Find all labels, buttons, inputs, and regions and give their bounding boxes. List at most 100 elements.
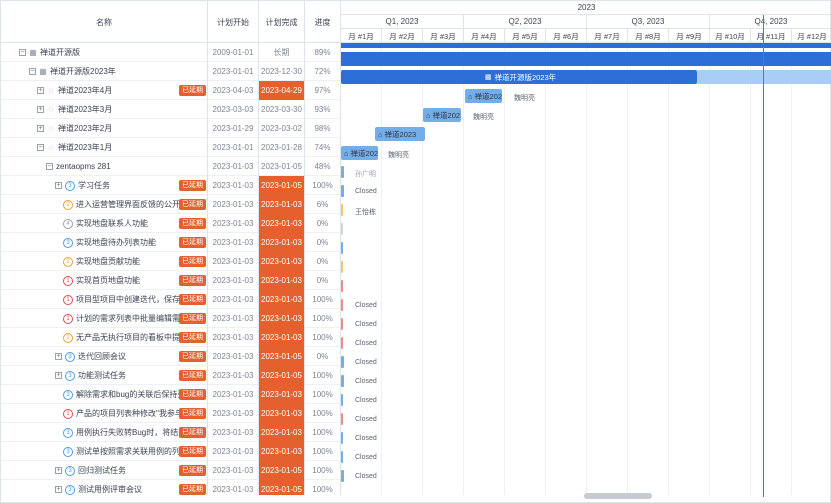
table-row[interactable]: 2 进入运营管理界面反馈的公开任务 已延期 2023-01-03 2023-01-03 6… [1,195,341,214]
collapse-icon[interactable]: − [46,163,53,170]
row-name[interactable]: 禅道2023年1月 [58,143,113,152]
table-row[interactable]: 1 计划的需求列表中批量编辑需求，计 已延期 2023-01-03 2023-01-03… [1,309,341,328]
expand-icon[interactable]: + [37,106,44,113]
row-name[interactable]: 无产品无执行项目的看板中提示 [76,333,188,342]
table-row[interactable]: − ▦ 禅道开源版 2009-01-01 长期 89% [1,43,341,62]
row-name[interactable]: 计划的需求列表中批量编辑需求，计 [76,314,204,323]
gantt-bar-task[interactable] [341,299,343,311]
row-name-cell[interactable]: 3 实现地盘待办列表功能 [1,233,208,252]
expand-icon[interactable]: + [55,182,62,189]
row-name-cell[interactable]: +3 学习任务 [1,176,208,195]
gantt-bar-task[interactable] [341,375,344,387]
row-name[interactable]: 实现首页地盘功能 [76,276,140,285]
gantt-bar-study[interactable] [341,185,344,197]
row-name-cell[interactable]: + ◌ 禅道2023年2月 [1,119,208,138]
gantt-bar-task[interactable] [341,280,343,292]
row-name-cell[interactable]: 3 测试单按照需求关联用例的列表 [1,442,208,461]
row-name-cell[interactable]: 2 实现地盘贡献功能 [1,252,208,271]
expand-icon[interactable]: + [55,467,62,474]
gantt-bar-281[interactable] [341,166,344,178]
table-row[interactable]: +3 学习任务 已延期 2023-01-03 2023-01-05 100% [1,176,341,195]
table-row[interactable]: 4 实现地盘联系人功能 已延期 2023-01-03 2023-01-03 0% [1,214,341,233]
gantt-bar-task[interactable] [341,470,344,482]
gantt-bar-task[interactable] [341,204,343,216]
row-name[interactable]: 用例执行失败转Bug时，将结果保存 [76,428,203,437]
gantt-bar-apr[interactable]: ⌂ 禅道202 [465,89,502,103]
expand-icon[interactable]: + [55,372,62,379]
row-name-cell[interactable]: 4 实现地盘联系人功能 [1,214,208,233]
row-name[interactable]: 解除需求和bug的关联后保持列表 [76,390,194,399]
table-row[interactable]: 1 项目型项目中创建迭代，保存后提示 已延期 2023-01-03 2023-01-03… [1,290,341,309]
row-name[interactable]: 测试单按照需求关联用例的列表 [76,447,188,456]
expand-icon[interactable]: + [55,486,62,493]
table-row[interactable]: + ◌ 禅道2023年2月 2023-01-29 2023-03-02 98% [1,119,341,138]
gantt-bar-product[interactable] [341,43,831,48]
header-name[interactable]: 名称 [1,1,208,43]
row-name[interactable]: 禅道2023年3月 [58,105,113,114]
row-name-cell[interactable]: + ◌ 禅道2023年3月 [1,100,208,119]
row-name-cell[interactable]: − ▦ 禅道开源版 [1,43,208,62]
row-name-cell[interactable]: 1 实现首页地盘功能 [1,271,208,290]
gantt-bar-task[interactable] [341,242,343,254]
row-name-cell[interactable]: 2 进入运营管理界面反馈的公开任务 [1,195,208,214]
collapse-icon[interactable]: − [37,144,44,151]
row-name-cell[interactable]: 1 项目型项目中创建迭代，保存后提示 [1,290,208,309]
table-row[interactable]: − zentaopms 281 2023-01-03 2023-01-05 48% [1,157,341,176]
table-row[interactable]: 1 实现首页地盘功能 已延期 2023-01-03 2023-01-03 0% [1,271,341,290]
row-name[interactable]: 实现地盘联系人功能 [76,219,148,228]
row-name[interactable]: 回归测试任务 [78,466,126,475]
table-row[interactable]: +3 测试用例评审会议 已延期 2023-01-03 2023-01-05 100% [1,480,341,495]
row-name-cell[interactable]: 1 产品的项目列表种修改"我参与" [1,404,208,423]
row-name-cell[interactable]: +3 功能测试任务 [1,366,208,385]
row-name-cell[interactable]: + ◌ 禅道2023年4月 [1,81,208,100]
row-name[interactable]: 实现地盘待办列表功能 [76,238,156,247]
table-row[interactable]: 3 测试单按照需求关联用例的列表 已延期 2023-01-03 2023-01-03 10… [1,442,341,461]
collapse-icon[interactable]: − [19,49,26,56]
row-name-cell[interactable]: 3 解除需求和bug的关联后保持列表 [1,385,208,404]
header-progress[interactable]: 进度 [305,1,341,43]
expand-icon[interactable]: + [37,87,44,94]
table-row[interactable]: − ◌ 禅道2023年1月 2023-01-01 2023-01-28 74% [1,138,341,157]
row-name-cell[interactable]: +3 迭代回顾会议 [1,347,208,366]
row-name[interactable]: 禅道开源版 [40,48,80,57]
table-row[interactable]: 1 产品的项目列表种修改"我参与" 已延期 2023-01-03 2023-01-03 1… [1,404,341,423]
collapse-icon[interactable]: − [29,68,36,75]
gantt-bar-task[interactable] [341,318,343,330]
expand-icon[interactable]: + [37,125,44,132]
table-row[interactable]: 3 用例执行失败转Bug时，将结果保存 已延期 2023-01-03 2023-01-0… [1,423,341,442]
gantt-bar-2023[interactable]: ▦ 禅道开源版2023年 [341,70,697,84]
gantt-bar-task[interactable] [341,337,343,349]
row-name[interactable]: 禅道2023年2月 [58,124,113,133]
gantt-bar-jan[interactable]: ⌂ 禅道202 [341,146,378,160]
gantt-bar-task[interactable] [341,356,344,368]
header-end[interactable]: 计划完成 [259,1,305,43]
table-row[interactable]: − ▦ 禅道开源版2023年 2023-01-01 2023-12-30 72% [1,62,341,81]
row-name[interactable]: 学习任务 [78,181,110,190]
row-name[interactable]: 迭代回顾会议 [78,352,126,361]
row-name[interactable]: 禅道2023年4月 [58,86,113,95]
gantt-bar-product-main[interactable] [341,52,831,66]
row-name-cell[interactable]: − ▦ 禅道开源版2023年 [1,62,208,81]
row-name[interactable]: 测试用例评审会议 [78,485,142,494]
table-row[interactable]: 3 解除需求和bug的关联后保持列表 已延期 2023-01-03 2023-01-03… [1,385,341,404]
table-row[interactable]: +3 回归测试任务 已延期 2023-01-03 2023-01-05 100% [1,461,341,480]
row-name[interactable]: 进入运营管理界面反馈的公开任务 [76,200,196,209]
row-name[interactable]: 实现地盘贡献功能 [76,257,140,266]
gantt-bar-task[interactable] [341,394,343,406]
row-name[interactable]: zentaopms 281 [56,162,111,171]
table-row[interactable]: 2 实现地盘贡献功能 已延期 2023-01-03 2023-01-03 0% [1,252,341,271]
gantt-bar-task[interactable] [341,261,343,273]
row-name[interactable]: 产品的项目列表种修改"我参与" [76,409,186,418]
row-name[interactable]: 项目型项目中创建迭代，保存后提示 [76,295,204,304]
table-row[interactable]: +3 迭代回顾会议 已延期 2023-01-03 2023-01-05 0% [1,347,341,366]
horizontal-scrollbar[interactable] [584,493,652,499]
row-name-cell[interactable]: +3 测试用例评审会议 [1,480,208,495]
expand-icon[interactable]: + [55,353,62,360]
row-name-cell[interactable]: +3 回归测试任务 [1,461,208,480]
table-row[interactable]: 3 实现地盘待办列表功能 已延期 2023-01-03 2023-01-03 0% [1,233,341,252]
gantt-bar-mar[interactable]: ⌂ 禅道202 [423,108,461,122]
row-name-cell[interactable]: 1 计划的需求列表中批量编辑需求，计 [1,309,208,328]
table-row[interactable]: 2 无产品无执行项目的看板中提示 已延期 2023-01-03 2023-01-03 10… [1,328,341,347]
row-name-cell[interactable]: 2 无产品无执行项目的看板中提示 [1,328,208,347]
gantt-bar-task[interactable] [341,451,343,463]
